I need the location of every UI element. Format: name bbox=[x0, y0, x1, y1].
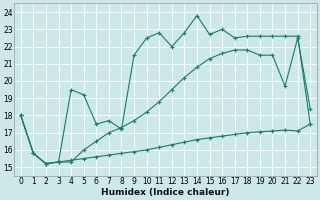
X-axis label: Humidex (Indice chaleur): Humidex (Indice chaleur) bbox=[101, 188, 230, 197]
